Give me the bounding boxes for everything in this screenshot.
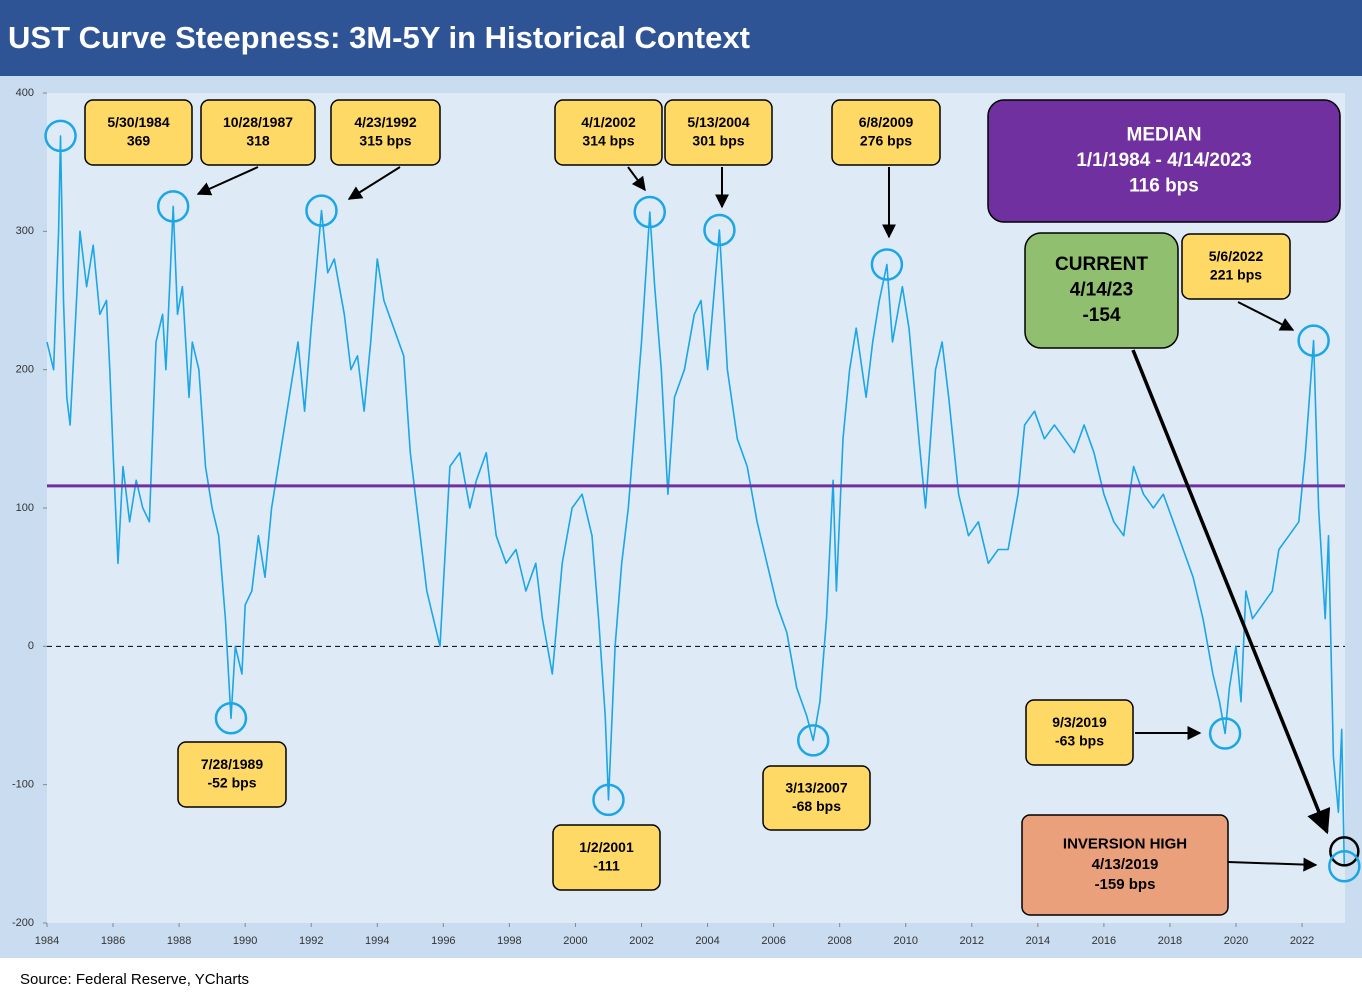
annotation-arrow [1237, 301, 1295, 331]
x-tick-label: 2016 [1092, 935, 1116, 947]
y-tick-label: 200 [16, 364, 34, 376]
x-tick-label: 1990 [233, 935, 257, 947]
x-tick-label: 2008 [827, 935, 851, 947]
x-tick-label: 1988 [167, 935, 191, 947]
annotation-text: 221 bps [1210, 267, 1262, 283]
annotation-text: 301 bps [692, 133, 744, 149]
annotation-circle [1297, 324, 1330, 357]
annotation-circle [214, 702, 248, 735]
annotation-text: 4/1/2002 [581, 114, 636, 130]
annotation-circle [1208, 717, 1242, 750]
annotation-box [1025, 699, 1134, 766]
annotation-text: 5/6/2022 [1209, 248, 1264, 264]
annotation-text: 9/3/2019 [1052, 714, 1107, 730]
x-tick-label: 1986 [101, 935, 125, 947]
x-tick-label: 2020 [1224, 935, 1248, 947]
annotation-circle [796, 724, 830, 757]
y-tick-label: 0 [28, 640, 34, 652]
x-tick-label: 2004 [695, 935, 719, 947]
series-line [46, 135, 1346, 867]
annotation-text: 276 bps [860, 133, 912, 149]
y-tick-label: 300 [16, 225, 34, 237]
annotation-text: 5/13/2004 [687, 114, 749, 130]
footer [0, 958, 1362, 1000]
annotation-text: -111 [593, 858, 620, 874]
annotation-text: -159 bps [1095, 876, 1156, 893]
annotation-box [762, 765, 871, 831]
annotation-text: 116 bps [1129, 176, 1199, 197]
annotation-circle [592, 783, 625, 817]
x-tick-label: 2022 [1290, 935, 1314, 947]
annotation-box [831, 99, 941, 166]
annotation-text: -68 bps [792, 798, 841, 814]
annotation-box [552, 824, 661, 891]
annotation-text: 5/30/1984 [107, 114, 169, 130]
annotation-box [84, 99, 193, 166]
source: Source: Federal Reserve, YCharts [20, 971, 249, 988]
annotation-box [664, 99, 773, 166]
x-tick-label: 2006 [761, 935, 785, 947]
annotation-text: 1/2/2001 [579, 839, 634, 855]
x-tick-label: 2012 [960, 935, 984, 947]
annotation-box [554, 99, 663, 166]
annotation-text: CURRENT [1055, 254, 1148, 275]
annotation-text: 4/13/2019 [1092, 856, 1159, 873]
annotation-arrow [196, 166, 259, 196]
x-tick-label: 2002 [629, 935, 653, 947]
annotation-text: -52 bps [207, 775, 256, 791]
annotation-text: 6/8/2009 [859, 114, 914, 130]
annotation-arrow [1131, 349, 1331, 835]
annotation-circle [44, 119, 77, 153]
annotation-box [330, 99, 441, 166]
x-tick-label: 1984 [35, 935, 59, 947]
annotation-arrow [347, 166, 401, 200]
annotation-text: -154 [1082, 305, 1120, 326]
x-tick-label: 1992 [299, 935, 323, 947]
annotation-text: 369 [127, 133, 151, 149]
x-tick-label: 2014 [1026, 935, 1050, 947]
annotation-box [987, 99, 1341, 223]
annotation-text: MEDIAN [1127, 124, 1202, 145]
annotation-circle [1328, 850, 1361, 883]
x-tick-label: 1994 [365, 935, 389, 947]
x-tick-label: 2010 [893, 935, 917, 947]
annotation-text: 10/28/1987 [223, 114, 293, 130]
annotation-box [200, 99, 316, 166]
title-bar [0, 0, 1362, 76]
x-tick-label: 1996 [431, 935, 455, 947]
annotation-box [1181, 233, 1291, 300]
annotation-arrow [627, 166, 646, 192]
annotation-circle [1329, 836, 1360, 867]
annotation-box [177, 741, 287, 808]
annotation-arrow [1227, 857, 1318, 872]
y-tick-label: -100 [12, 779, 34, 791]
annotation-text: 1/1/1984 - 4/14/2023 [1076, 150, 1251, 171]
annotation-text: 318 [246, 133, 270, 149]
y-tick-label: 100 [16, 502, 34, 514]
annotation-text: -63 bps [1055, 733, 1104, 749]
annotation-text: 7/28/1989 [201, 756, 263, 772]
annotation-text: 4/14/23 [1070, 280, 1133, 301]
x-tick-label: 1998 [497, 935, 521, 947]
annotation-text: INVERSION HIGH [1063, 836, 1187, 853]
annotation-text: 315 bps [359, 133, 411, 149]
annotation-text: 314 bps [582, 133, 634, 149]
annotation-text: 4/23/1992 [354, 114, 416, 130]
annotation-text: 3/13/2007 [785, 779, 847, 795]
x-tick-label: 2000 [563, 935, 587, 947]
annotation-box [1021, 814, 1229, 916]
chart-title: UST Curve Steepness: 3M-5Y in Historical… [8, 20, 750, 55]
y-tick-label: -200 [12, 917, 34, 929]
y-tick-label: 400 [16, 87, 34, 99]
annotation-box [1024, 232, 1179, 349]
annotation-circle [633, 195, 667, 229]
annotation-circle [305, 194, 338, 227]
annotation-circle [156, 190, 190, 223]
x-tick-label: 2018 [1158, 935, 1182, 947]
annotation-circle [870, 248, 904, 281]
annotation-circle [703, 213, 736, 247]
